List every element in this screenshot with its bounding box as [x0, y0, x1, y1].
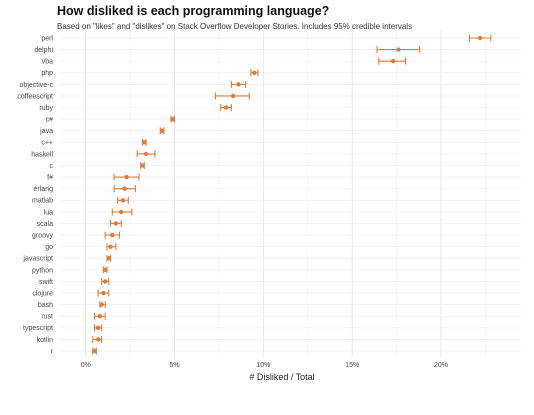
data-point [101, 290, 106, 296]
data-point [236, 82, 241, 87]
data-point [252, 70, 257, 75]
data-point [106, 256, 111, 261]
data-point [142, 140, 147, 145]
data-point [103, 279, 108, 284]
category-label: haskell [31, 151, 53, 158]
data-point [108, 244, 113, 249]
data-point [110, 232, 115, 238]
data-point [120, 198, 126, 203]
x-tick-label: 15% [345, 362, 359, 369]
data-point [97, 314, 103, 319]
data-point [143, 151, 149, 157]
category-label: lua [44, 209, 53, 216]
chart-subtitle: Based on "likes" and "dislikes" on Stack… [57, 22, 413, 31]
x-tick-label: 20% [434, 362, 448, 369]
category-label: matlab [32, 198, 53, 205]
category-label: kotlin [37, 337, 53, 344]
category-label: perl [41, 35, 53, 42]
grid-lines [59, 30, 521, 357]
category-label: clojure [32, 290, 53, 297]
data-point [223, 105, 229, 110]
category-label: groovy [32, 232, 54, 239]
category-label: r [51, 348, 54, 355]
data-point [99, 302, 104, 307]
data-point [140, 163, 145, 168]
data-point [477, 35, 483, 41]
data-point [170, 116, 175, 122]
category-label: erlang [34, 186, 54, 193]
category-label: swift [39, 279, 53, 286]
category-label: objective-c [20, 82, 54, 89]
category-label: f# [47, 175, 53, 182]
x-tick-label: 5% [169, 362, 179, 369]
data-point [118, 209, 124, 215]
category-label: c [50, 163, 54, 170]
data-point [113, 221, 119, 226]
category-label: ruby [39, 105, 53, 112]
data-point [396, 47, 401, 52]
data-point [159, 128, 165, 133]
category-label: typescript [23, 325, 53, 332]
category-label: c# [46, 117, 54, 124]
error-bars [92, 34, 492, 355]
data-point [103, 267, 108, 273]
category-label: bash [38, 302, 53, 309]
category-label: go [45, 244, 53, 251]
data-point [92, 348, 97, 354]
data-points [92, 35, 483, 354]
x-tick-label: 0% [81, 362, 91, 369]
x-tick-label: 10% [256, 362, 270, 369]
x-tick-labels: 0% 5% 10% 15% 20% [81, 362, 448, 369]
data-point [95, 337, 101, 342]
category-label: scala [37, 221, 53, 228]
category-label: python [32, 267, 53, 274]
category-label: php [41, 70, 53, 77]
data-point [124, 174, 129, 180]
category-label: vba [42, 59, 53, 66]
category-label: java [39, 128, 53, 135]
category-label: c++ [41, 140, 53, 147]
category-label: delphi [34, 47, 53, 54]
data-point [122, 186, 127, 191]
data-point [390, 58, 396, 64]
category-label: javascript [22, 256, 53, 263]
category-label: coffeescript [17, 93, 53, 100]
chart-title: How disliked is each programming languag… [57, 4, 330, 18]
data-point [230, 93, 236, 99]
category-labels: perl delphi vba php objective-c coffeescript r… [17, 35, 53, 355]
category-label: rust [41, 314, 53, 321]
data-point [95, 325, 101, 331]
x-axis-title: # Disliked / Total [249, 372, 314, 382]
